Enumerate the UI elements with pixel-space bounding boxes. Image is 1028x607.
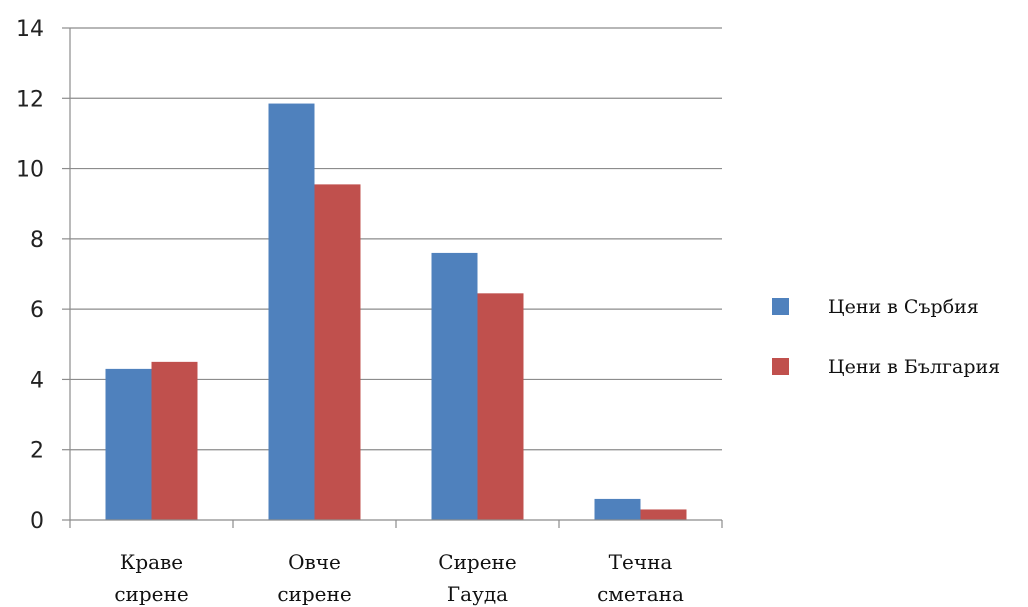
bar-series-2-category-3 [477,293,524,520]
y-tick-label: 6 [30,298,44,323]
category-label-line: Течна [609,550,673,574]
category-label-line: сирене [114,582,188,606]
legend-label: Цени в Сърбия [828,296,979,318]
bar-series-1-category-1 [105,368,152,520]
bar-series-1-category-2 [268,103,315,521]
category-label-line: сметана [597,582,684,606]
category-label-line: Краве [120,550,183,574]
y-tick-label: 14 [16,17,44,42]
y-tick-label: 2 [30,439,44,464]
bar-series-2-category-2 [314,184,361,520]
bar-series-2-category-4 [640,509,687,520]
y-tick-label: 10 [16,158,44,183]
category-label-line: Овче [288,550,341,574]
bar-series-2-category-1 [151,361,198,520]
y-tick-label: 0 [30,509,44,534]
y-tick-label: 8 [30,228,44,253]
category-label-line: Сирене [438,550,516,574]
y-tick-label: 4 [30,368,44,393]
x-axis-labels: Краве сирене Овче сирене Сирене Гауда Течна сме… [114,550,684,606]
x-axis [69,519,723,528]
y-tick-label: 12 [16,87,44,112]
category-label-line: Гауда [447,582,508,606]
bar-series-1-category-4 [594,498,641,520]
legend-swatch [772,358,789,375]
legend-swatch [772,298,789,315]
bar-series-1-category-3 [431,252,478,520]
bars [105,103,687,521]
y-axis-ticks: 0 2 4 6 8 10 12 14 [16,17,71,534]
legend: Цени в Сърбия Цени в България [772,296,1000,378]
legend-label: Цени в България [828,356,1000,378]
category-label-line: сирене [277,582,351,606]
